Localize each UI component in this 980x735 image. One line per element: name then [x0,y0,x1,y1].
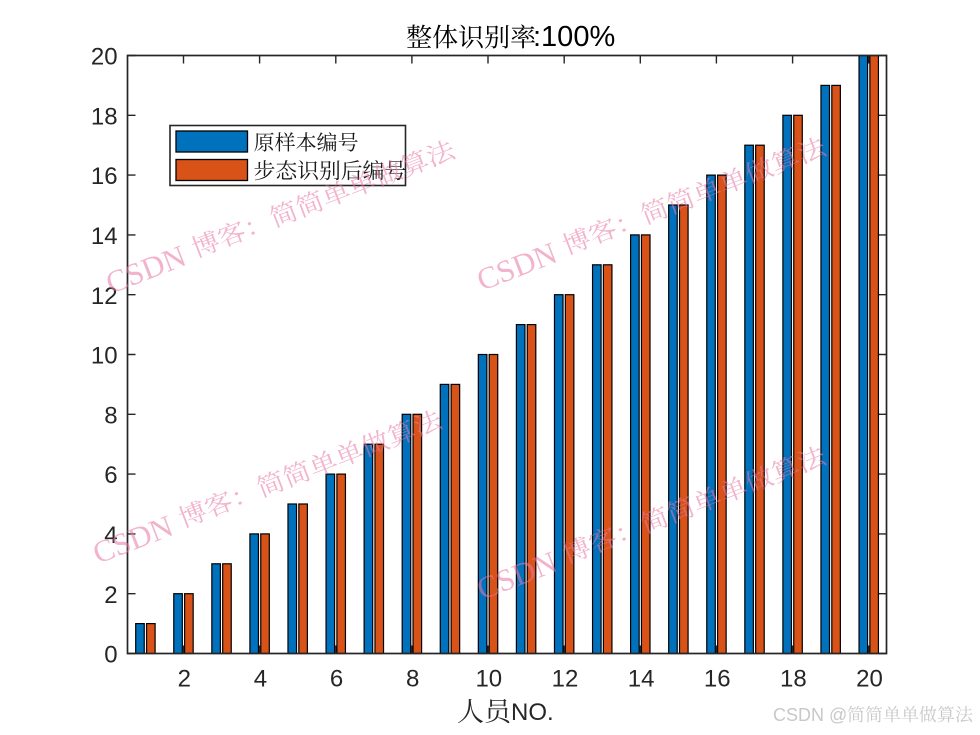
svg-text:12: 12 [552,666,579,693]
svg-text:8: 8 [104,402,117,429]
svg-text:NO.: NO. [511,699,554,726]
svg-text:20: 20 [91,44,118,71]
svg-text:16: 16 [704,666,731,693]
svg-text::100%: :100% [533,21,615,53]
svg-text:16: 16 [91,163,118,190]
svg-text:2: 2 [104,582,117,609]
svg-text:0: 0 [104,642,117,669]
svg-text:6: 6 [104,462,117,489]
svg-text:14: 14 [91,223,118,250]
svg-text:20: 20 [856,666,883,693]
svg-text:CSDN @: CSDN @ [773,705,847,725]
svg-text:8: 8 [406,666,419,693]
svg-text:2: 2 [178,666,191,693]
svg-text:18: 18 [91,103,118,130]
svg-text:10: 10 [475,666,502,693]
svg-text:4: 4 [254,666,267,693]
svg-text:14: 14 [628,666,655,693]
svg-text:18: 18 [780,666,807,693]
svg-text:6: 6 [330,666,343,693]
svg-text:10: 10 [91,343,118,370]
